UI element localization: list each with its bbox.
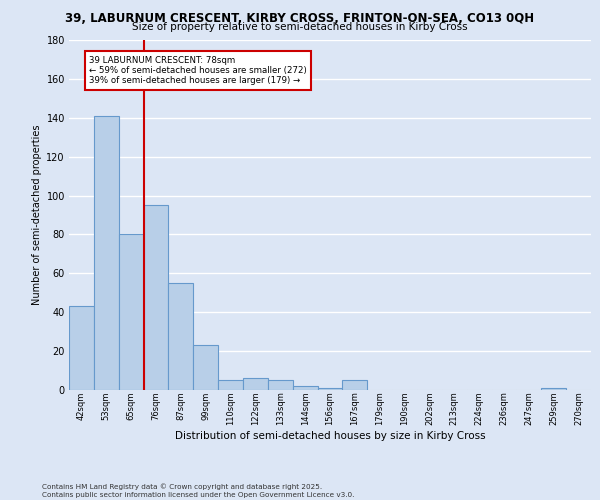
Bar: [193, 346, 218, 390]
Bar: [119, 234, 143, 390]
Bar: [541, 388, 566, 390]
Text: 39, LABURNUM CRESCENT, KIRBY CROSS, FRINTON-ON-SEA, CO13 0QH: 39, LABURNUM CRESCENT, KIRBY CROSS, FRIN…: [65, 12, 535, 26]
Bar: [94, 116, 119, 390]
Bar: [69, 306, 94, 390]
X-axis label: Distribution of semi-detached houses by size in Kirby Cross: Distribution of semi-detached houses by …: [175, 431, 485, 441]
Bar: [317, 388, 343, 390]
Bar: [293, 386, 317, 390]
Y-axis label: Number of semi-detached properties: Number of semi-detached properties: [32, 124, 42, 305]
Bar: [343, 380, 367, 390]
Bar: [143, 206, 169, 390]
Text: 39 LABURNUM CRESCENT: 78sqm
← 59% of semi-detached houses are smaller (272)
39% : 39 LABURNUM CRESCENT: 78sqm ← 59% of sem…: [89, 56, 307, 86]
Bar: [268, 380, 293, 390]
Text: Contains HM Land Registry data © Crown copyright and database right 2025.
Contai: Contains HM Land Registry data © Crown c…: [42, 484, 355, 498]
Text: Size of property relative to semi-detached houses in Kirby Cross: Size of property relative to semi-detach…: [132, 22, 468, 32]
Bar: [218, 380, 243, 390]
Bar: [169, 283, 193, 390]
Bar: [243, 378, 268, 390]
